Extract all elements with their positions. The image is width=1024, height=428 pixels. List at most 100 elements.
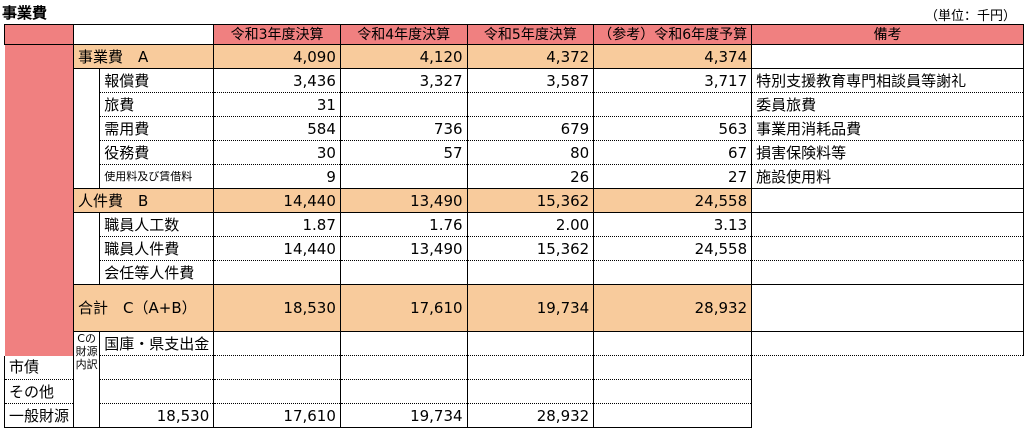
- value-cell: 30: [213, 140, 341, 165]
- value-cell: [466, 379, 595, 404]
- value-cell: 1.76: [339, 212, 468, 237]
- value-cell: 17,610: [339, 284, 468, 332]
- value-cell: 3,587: [466, 68, 595, 93]
- value-cell: [339, 331, 468, 356]
- value-cell: [339, 355, 468, 380]
- value-cell: 26: [466, 164, 595, 189]
- value-cell: [339, 164, 468, 189]
- budget-table: 令和3年度決算 令和4年度決算 令和5年度決算 （参考）令和6年度予算 備考 事…: [3, 24, 1024, 428]
- table-row: 旅費 31 委員旅費: [5, 92, 1024, 117]
- table-row: 会任等人件費: [5, 260, 1024, 285]
- row-label: 使用料及び賃借料: [99, 164, 215, 189]
- value-cell: 584: [213, 116, 341, 141]
- value-cell: [213, 331, 341, 356]
- value-cell: 15,362: [466, 236, 595, 261]
- value-cell: 14,440: [213, 188, 341, 213]
- value-cell: [593, 92, 753, 117]
- indent-band: [73, 68, 100, 189]
- note-cell: [751, 188, 1024, 213]
- value-cell: 563: [593, 116, 753, 141]
- row-label: 国庫・県支出金: [99, 331, 215, 356]
- left-side-band: [4, 44, 74, 356]
- total-label: 合計 C（A+B）: [73, 284, 215, 332]
- row-label: 役務費: [99, 140, 215, 165]
- header-r3: 令和3年度決算: [213, 24, 341, 45]
- value-cell: 1.87: [213, 212, 341, 237]
- row-label: 市債: [3, 355, 75, 380]
- value-cell: 4,374: [593, 44, 753, 69]
- note-cell: [751, 236, 1024, 261]
- value-cell: 736: [339, 116, 468, 141]
- value-cell: [466, 260, 595, 285]
- header-r5: 令和5年度決算: [466, 24, 595, 45]
- value-cell: 3,717: [593, 68, 753, 93]
- row-label: 報償費: [99, 68, 215, 93]
- value-cell: 2.00: [466, 212, 595, 237]
- value-cell: 80: [466, 140, 595, 165]
- value-cell: 3,327: [339, 68, 468, 93]
- value-cell: 4,090: [213, 44, 341, 69]
- header-row: 令和3年度決算 令和4年度決算 令和5年度決算 （参考）令和6年度予算 備考: [3, 24, 1024, 45]
- row-label: 旅費: [99, 92, 215, 117]
- value-cell: 4,372: [466, 44, 595, 69]
- row-label: 需用費: [99, 116, 215, 141]
- table-row: Cの財源内訳 国庫・県支出金: [5, 331, 1024, 428]
- note-cell: [751, 44, 1024, 69]
- row-label: 職員人件費: [99, 236, 215, 261]
- section-row-jinkenhi: 人件費 B 14,440 13,490 15,362 24,558: [5, 188, 1024, 213]
- value-cell: 24,558: [593, 236, 753, 261]
- header-notes: 備考: [751, 24, 1024, 45]
- value-cell: 57: [339, 140, 468, 165]
- note-cell: 施設使用料: [751, 164, 1024, 189]
- value-cell: [213, 355, 341, 380]
- section-label: 人件費 B: [73, 188, 215, 213]
- section-label: 事業費 A: [73, 44, 215, 69]
- value-cell: 31: [213, 92, 341, 117]
- value-cell: [466, 355, 595, 380]
- table-row: 需用費 584 736 679 563 事業用消耗品費: [5, 116, 1024, 141]
- table-row: 職員人件費 14,440 13,490 15,362 24,558: [5, 236, 1024, 261]
- value-cell: [339, 92, 468, 117]
- note-cell: [751, 260, 1024, 285]
- value-cell: [466, 92, 595, 117]
- row-label: 職員人工数: [99, 212, 215, 237]
- value-cell: 14,440: [213, 236, 341, 261]
- table-row: 市債: [3, 355, 1024, 380]
- note-cell: [593, 379, 753, 404]
- funding-breakdown-label: Cの財源内訳: [73, 331, 100, 428]
- row-label: その他: [3, 379, 75, 404]
- value-cell: 15,362: [466, 188, 595, 213]
- value-cell: [593, 260, 753, 285]
- table-row: 報償費 3,436 3,327 3,587 3,717 特別支援教育専門相談員等…: [5, 68, 1024, 189]
- value-cell: 13,490: [339, 236, 468, 261]
- header-r4: 令和4年度決算: [339, 24, 468, 45]
- section-row-jigyohi: 事業費 A 4,090 4,120 4,372 4,374: [4, 44, 1024, 356]
- value-cell: [339, 260, 468, 285]
- value-cell: 9: [213, 164, 341, 189]
- value-cell: [339, 379, 468, 404]
- note-cell: [751, 331, 1024, 356]
- value-cell: 67: [593, 140, 753, 165]
- value-cell: 28,932: [593, 284, 753, 332]
- value-cell: 28,932: [466, 403, 595, 428]
- header-r6-ref: （参考）令和6年度予算: [593, 24, 753, 45]
- note-cell: 特別支援教育専門相談員等謝礼: [751, 68, 1024, 93]
- value-cell: 19,734: [339, 403, 468, 428]
- row-label: 会任等人件費: [99, 260, 215, 285]
- note-cell: [751, 284, 1024, 332]
- total-row: 合計 C（A+B） 18,530 17,610 19,734 28,932: [5, 284, 1024, 332]
- table-row: 職員人工数 1.87 1.76 2.00 3.13: [5, 212, 1024, 285]
- note-cell: [751, 212, 1024, 237]
- table-row: 一般財源 18,530 17,610 19,734 28,932: [3, 403, 1024, 428]
- value-cell: 679: [466, 116, 595, 141]
- note-cell: [593, 403, 753, 428]
- value-cell: 18,530: [99, 403, 215, 428]
- page-title: 事業費: [2, 4, 48, 22]
- value-cell: [99, 355, 215, 380]
- note-cell: 損害保険料等: [751, 140, 1024, 165]
- corner-cell: [3, 24, 75, 45]
- value-cell: 4,120: [339, 44, 468, 69]
- note-cell: 事業用消耗品費: [751, 116, 1024, 141]
- value-cell: 27: [593, 164, 753, 189]
- value-cell: [466, 331, 595, 356]
